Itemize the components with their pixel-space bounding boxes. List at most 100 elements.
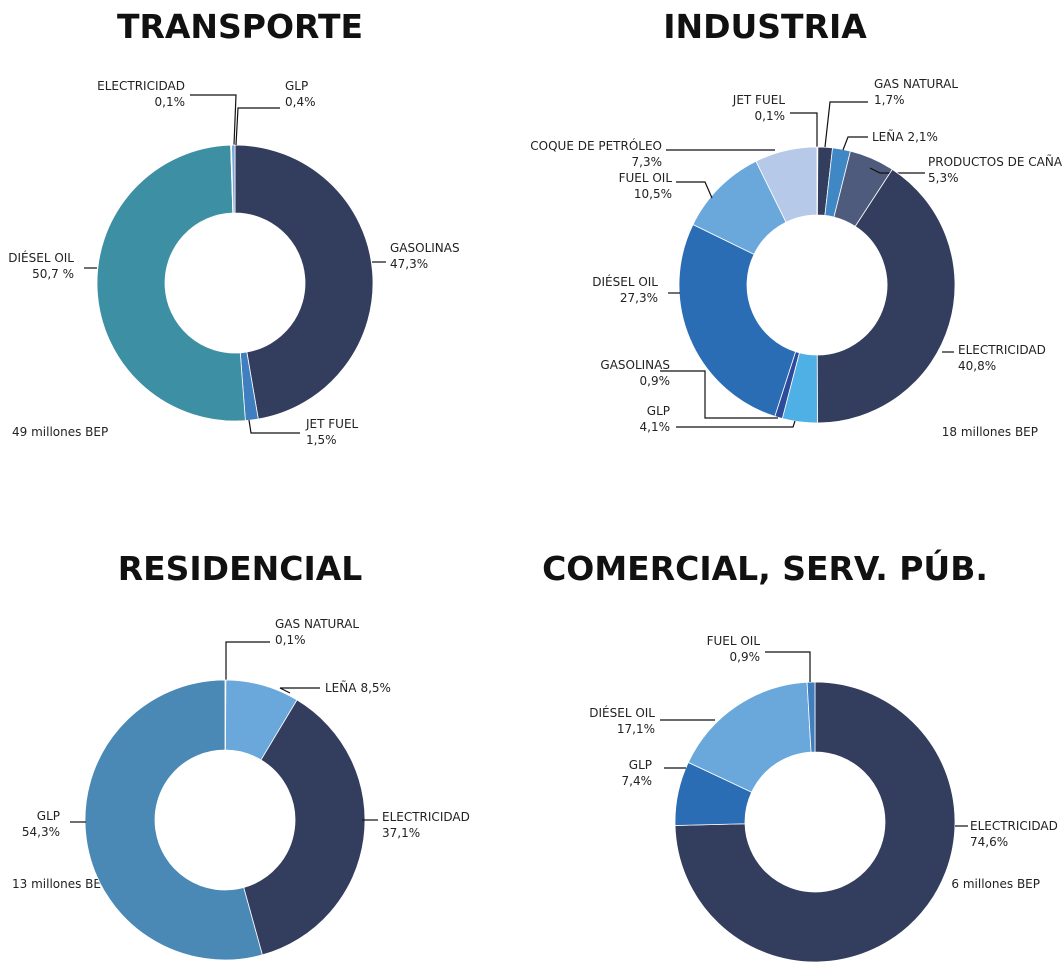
value-label: 2,1% (907, 130, 938, 144)
category-label: GLP (285, 79, 308, 93)
value-label: 27,3% (620, 291, 658, 305)
category-label: ELECTRICIDAD (382, 810, 470, 824)
category-label: GASOLINAS (390, 241, 460, 255)
donut-slice (231, 144, 236, 214)
slice-label: LEÑA 8,5% (325, 680, 391, 695)
slice-label: FUEL OIL 10,5% (619, 171, 673, 201)
donut-slice (234, 144, 374, 420)
value-label: 37,1% (382, 826, 420, 840)
donut-chart: COMERCIAL, SERV. PÚB. 6 millones BEP ELECT… (542, 548, 1058, 963)
leader-line (824, 101, 868, 148)
category-label: GLP (629, 758, 652, 772)
total-annotation: 6 millones BEP (951, 877, 1040, 891)
leader-line (190, 94, 237, 146)
slice-label: GLP 54,3% (22, 809, 60, 839)
donut-slice (243, 699, 366, 956)
category-label: FUEL OIL (707, 634, 761, 648)
value-label: 0,9% (730, 650, 761, 664)
slice-label: ELECTRICIDAD 74,6% (970, 819, 1058, 849)
donut-slice (755, 146, 818, 223)
category-label: GAS NATURAL (874, 77, 958, 91)
category-label: DIÉSEL OIL (592, 274, 658, 289)
leader-line (842, 136, 868, 151)
leader-line (660, 370, 778, 419)
value-label: 17,1% (617, 722, 655, 736)
leader-line (235, 107, 280, 146)
value-label: 7,3% (632, 155, 663, 169)
slice-label: LEÑA 2,1% (872, 129, 938, 144)
leader-line (676, 181, 713, 199)
slice-label: FUEL OIL 0,9% (707, 634, 761, 664)
donut-slice (687, 681, 812, 793)
chart-title: TRANSPORTE (117, 7, 363, 46)
category-label: ELECTRICIDAD (97, 79, 185, 93)
slice-label: GLP 0,4% (285, 79, 316, 109)
slice-label: GASOLINAS 47,3% (390, 241, 460, 271)
value-label: 50,7 % (32, 267, 74, 281)
value-label: 0,1% (275, 633, 306, 647)
slice-label: GLP 4,1% (640, 404, 671, 434)
donut-slice (84, 679, 263, 961)
value-label: 47,3% (390, 257, 428, 271)
leader-line (225, 641, 270, 682)
slice-label: COQUE DE PETRÓLEO 7,3% (530, 138, 662, 169)
category-label: GAS NATURAL (275, 617, 359, 631)
category-label: JET FUEL (732, 93, 786, 107)
category-label: DIÉSEL OIL (8, 250, 74, 265)
slice-label: DIÉSEL OIL 17,1% (589, 705, 655, 736)
category-label: GASOLINAS (600, 358, 670, 372)
slice-label: DIÉSEL OIL 50,7 % (8, 250, 74, 281)
leader-line (765, 651, 811, 682)
chart-title: COMERCIAL, SERV. PÚB. (542, 548, 988, 588)
value-label: 8,5% (360, 681, 391, 695)
slice-label: ELECTRICIDAD 37,1% (382, 810, 470, 840)
category-label: JET FUEL (305, 417, 359, 431)
slice-label: DIÉSEL OIL 27,3% (592, 274, 658, 305)
leader-line (869, 167, 925, 174)
category-label: GLP (37, 809, 60, 823)
donut-slice (96, 144, 246, 422)
category-label: DIÉSEL OIL (589, 705, 655, 720)
total-annotation: 49 millones BEP (12, 425, 108, 439)
leader-line (279, 687, 320, 694)
value-label: 1,5% (306, 433, 337, 447)
value-label: 0,1% (755, 109, 786, 123)
slice-label: GLP 7,4% (622, 758, 653, 788)
value-label: 7,4% (622, 774, 653, 788)
category-label: LEÑA (325, 680, 357, 695)
total-annotation: 18 millones BEP (942, 425, 1038, 439)
slice-label: ELECTRICIDAD 40,8% (958, 343, 1046, 373)
chart-title: RESIDENCIAL (118, 549, 363, 588)
donut-slice (816, 168, 956, 424)
slice-label: JET FUEL 0,1% (732, 93, 786, 123)
value-label: 1,7% (874, 93, 905, 107)
donut-chart: TRANSPORTE 49 millones BEP GASOLINAS 47,3% J… (8, 7, 459, 447)
leader-line (790, 112, 818, 147)
value-label: 5,3% (928, 171, 959, 185)
slice-label: GAS NATURAL 0,1% (275, 617, 359, 647)
value-label: 74,6% (970, 835, 1008, 849)
value-label: 40,8% (958, 359, 996, 373)
category-label: LEÑA (872, 129, 904, 144)
value-label: 0,1% (155, 95, 186, 109)
category-label: FUEL OIL (619, 171, 673, 185)
donut-chart: RESIDENCIAL 13 millones BEP GAS NATURAL 0,1… (12, 549, 470, 961)
donut-slice (678, 224, 797, 417)
slice-label: GASOLINAS 0,9% (600, 358, 670, 388)
slice-label: JET FUEL 1,5% (305, 417, 359, 447)
slice-label: ELECTRICIDAD 0,1% (97, 79, 185, 109)
leader-line (676, 420, 796, 428)
value-label: 4,1% (640, 420, 671, 434)
category-label: GLP (647, 404, 670, 418)
value-label: 0,9% (640, 374, 671, 388)
value-label: 54,3% (22, 825, 60, 839)
value-label: 10,5% (634, 187, 672, 201)
slice-label: GAS NATURAL 1,7% (874, 77, 958, 107)
category-label: ELECTRICIDAD (970, 819, 1058, 833)
leader-line (248, 419, 300, 434)
category-label: PRODUCTOS DE CAÑA (928, 154, 1063, 169)
donut-slice (806, 681, 816, 753)
slice-label: PRODUCTOS DE CAÑA 5,3% (928, 154, 1063, 185)
chart-title: INDUSTRIA (663, 7, 867, 46)
